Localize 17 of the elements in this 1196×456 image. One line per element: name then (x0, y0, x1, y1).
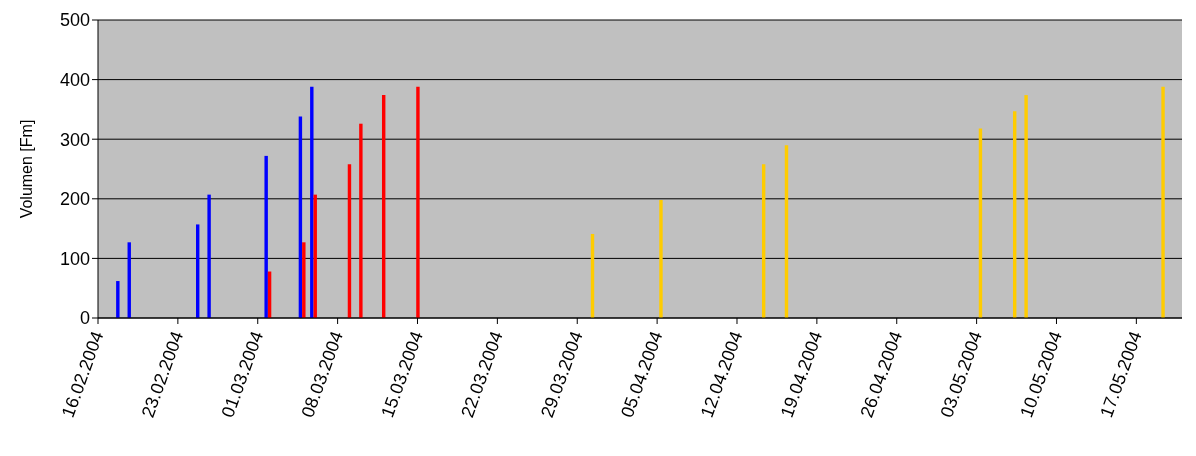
y-tick-label: 200 (59, 189, 90, 210)
bar (416, 86, 420, 318)
y-tick-label: 500 (59, 10, 90, 31)
y-tick-label: 100 (59, 248, 90, 269)
bar (310, 86, 314, 318)
bar (359, 123, 363, 318)
bar (207, 194, 211, 318)
bar (264, 155, 268, 318)
y-tick-label: 0 (79, 308, 90, 329)
bar (1161, 86, 1165, 318)
y-tick-label: 400 (59, 69, 90, 90)
y-tick-label: 300 (59, 129, 90, 150)
bar (302, 242, 306, 318)
y-axis-title: Volumen [Fm] (17, 119, 35, 219)
bar (1024, 95, 1028, 318)
bar (659, 199, 663, 318)
bar (116, 281, 120, 318)
